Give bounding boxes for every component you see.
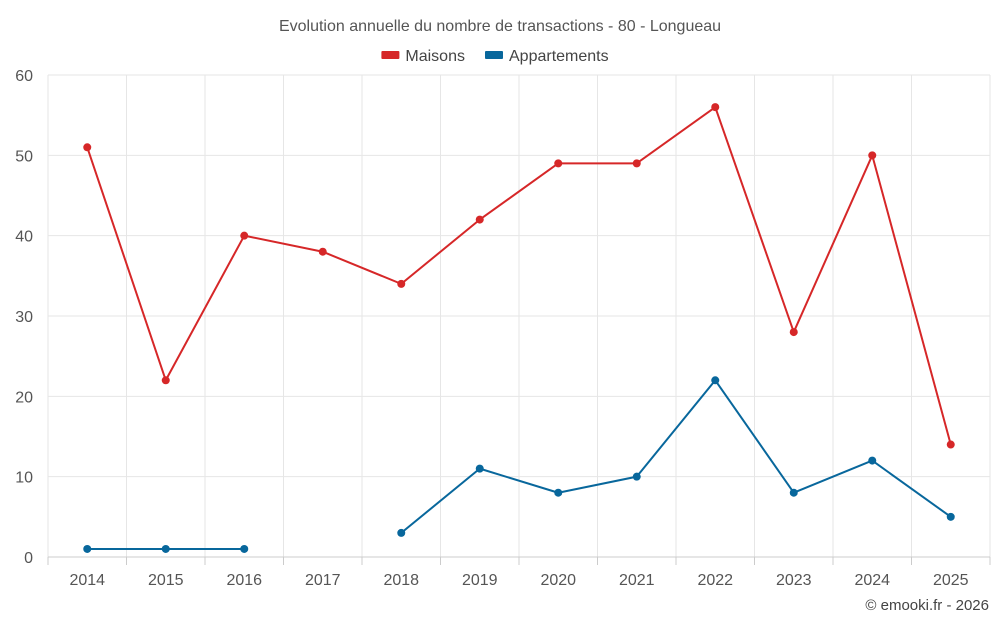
data-point-appartements [554, 488, 563, 497]
data-point-maisons [554, 159, 563, 168]
y-tick-label: 50 [15, 148, 33, 165]
data-point-appartements [946, 512, 955, 521]
x-tick-label: 2016 [226, 572, 262, 589]
x-tick-label: 2025 [933, 572, 969, 589]
legend-label-maisons: Maisons [405, 48, 465, 65]
data-point-appartements [397, 528, 406, 537]
y-tick-label: 0 [24, 550, 33, 567]
footer-credit: © emooki.fr - 2026 [865, 597, 989, 614]
y-tick-label: 60 [15, 68, 33, 85]
x-tick-label: 2020 [540, 572, 576, 589]
x-tick-label: 2017 [305, 572, 341, 589]
data-point-maisons [632, 159, 641, 168]
x-tick-label: 2021 [619, 572, 655, 589]
data-point-maisons [475, 215, 484, 224]
data-point-maisons [240, 231, 249, 240]
data-point-maisons [318, 247, 327, 256]
data-point-maisons [83, 143, 92, 152]
y-tick-label: 20 [15, 389, 33, 406]
data-point-maisons [789, 328, 798, 337]
y-tick-label: 40 [15, 229, 33, 246]
data-point-appartements [83, 544, 92, 553]
x-tick-label: 2015 [148, 572, 184, 589]
x-tick-label: 2022 [697, 572, 733, 589]
data-point-maisons [868, 151, 877, 160]
data-point-appartements [240, 544, 249, 553]
grid [47, 74, 991, 557]
x-tick-label: 2023 [776, 572, 812, 589]
data-point-maisons [711, 103, 720, 112]
y-tick-label: 10 [15, 470, 33, 487]
plot-area [83, 103, 955, 553]
data-point-appartements [632, 472, 641, 481]
series-line-maisons [86, 106, 952, 445]
x-tick-label: 2018 [383, 572, 419, 589]
data-point-appartements [475, 464, 484, 473]
data-point-appartements [161, 544, 170, 553]
data-point-maisons [946, 440, 955, 449]
data-point-maisons [397, 279, 406, 288]
data-point-maisons [161, 376, 170, 385]
x-tick-label: 2024 [854, 572, 890, 589]
data-point-appartements [711, 376, 720, 385]
series-line-appartements [400, 379, 952, 534]
x-tick-label: 2014 [69, 572, 105, 589]
x-axis: 2014 2015 2016 2017 2018 2019 2020 2021 2022 2023… [47, 556, 991, 589]
legend-label-appartements: Appartements [509, 48, 609, 65]
legend: Maisons Appartements [381, 48, 609, 65]
x-tick-label: 2019 [462, 572, 498, 589]
y-axis: 0 10 20 30 40 50 60 [15, 68, 33, 567]
y-tick-label: 30 [15, 309, 33, 326]
data-point-appartements [789, 488, 798, 497]
legend-swatch-maisons [381, 51, 400, 59]
data-point-appartements [868, 456, 877, 465]
chart-title: Evolution annuelle du nombre de transact… [279, 18, 721, 35]
legend-swatch-appartements [485, 51, 503, 59]
